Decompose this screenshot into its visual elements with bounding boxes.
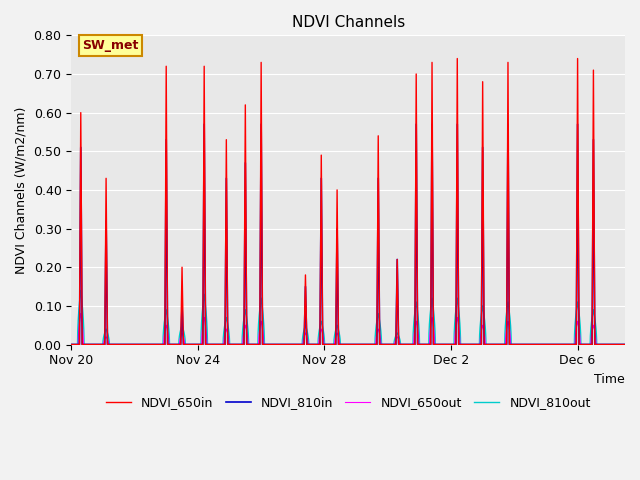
NDVI_650out [621, 342, 629, 348]
NDVI_810out [237, 342, 245, 348]
NDVI_810in [437, 342, 445, 348]
NDVI_650in [237, 342, 245, 348]
NDVI_650in [67, 342, 75, 348]
NDVI_810in [200, 121, 208, 127]
NDVI_810in [575, 268, 582, 274]
NDVI_650out [575, 323, 582, 329]
NDVI_810out [251, 342, 259, 348]
NDVI_810out [575, 305, 582, 311]
NDVI_810in [621, 342, 629, 348]
NDVI_650in [575, 246, 582, 252]
NDVI_810out [437, 342, 445, 348]
NDVI_650out [67, 342, 75, 348]
Line: NDVI_650in: NDVI_650in [71, 59, 625, 345]
NDVI_810in [471, 342, 479, 348]
NDVI_810in [67, 342, 75, 348]
NDVI_650out [471, 342, 479, 348]
X-axis label: Time: Time [595, 373, 625, 386]
NDVI_650out [77, 311, 84, 316]
NDVI_650in [436, 342, 444, 348]
NDVI_810in [251, 342, 259, 348]
NDVI_810in [161, 342, 168, 348]
NDVI_810out [77, 288, 84, 293]
NDVI_810out [621, 342, 629, 348]
NDVI_650out [251, 342, 259, 348]
Line: NDVI_810out: NDVI_810out [71, 290, 625, 345]
Y-axis label: NDVI Channels (W/m2/nm): NDVI Channels (W/m2/nm) [15, 106, 28, 274]
NDVI_650in [454, 56, 461, 61]
NDVI_810out [67, 342, 75, 348]
NDVI_810out [471, 342, 479, 348]
NDVI_810out [161, 317, 168, 323]
Line: NDVI_650out: NDVI_650out [71, 313, 625, 345]
Line: NDVI_810in: NDVI_810in [71, 124, 625, 345]
NDVI_650in [161, 342, 168, 348]
NDVI_650out [437, 342, 445, 348]
Legend: NDVI_650in, NDVI_810in, NDVI_650out, NDVI_810out: NDVI_650in, NDVI_810in, NDVI_650out, NDV… [100, 391, 596, 414]
NDVI_650in [251, 342, 259, 348]
NDVI_650out [161, 330, 168, 336]
Text: SW_met: SW_met [83, 39, 139, 52]
NDVI_810in [237, 342, 245, 348]
Title: NDVI Channels: NDVI Channels [291, 15, 404, 30]
NDVI_650in [621, 342, 629, 348]
NDVI_650out [237, 342, 245, 348]
NDVI_650in [471, 342, 479, 348]
